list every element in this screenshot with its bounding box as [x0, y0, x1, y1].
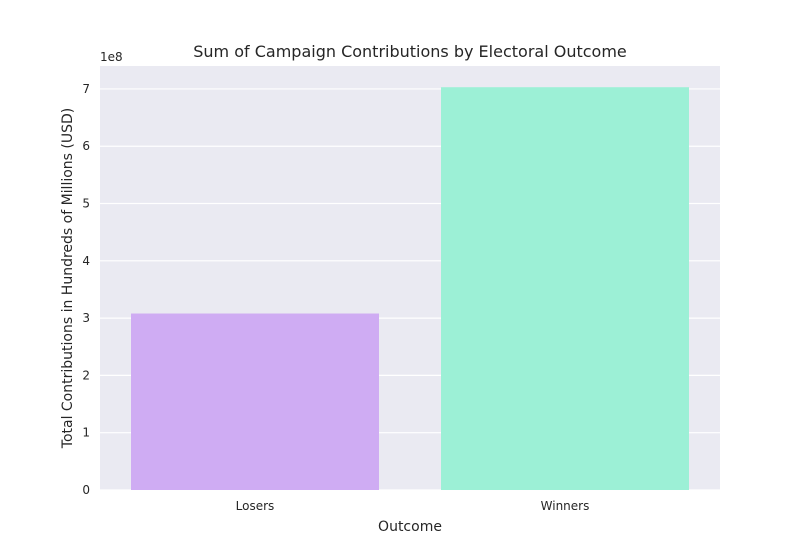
y-tick-label: 5	[82, 197, 90, 211]
x-axis-ticks: Losers Winners	[236, 499, 590, 513]
y-tick-label: 3	[82, 311, 90, 325]
x-tick-label: Winners	[541, 499, 590, 513]
bar-losers	[131, 313, 379, 490]
y-tick-label: 0	[82, 483, 90, 497]
y-axis-offset-label: 1e8	[100, 50, 123, 64]
y-tick-label: 7	[82, 82, 90, 96]
bar-winners	[441, 87, 689, 490]
y-tick-label: 2	[82, 368, 90, 382]
y-axis-label: Total Contributions in Hundreds of Milli…	[60, 108, 76, 449]
chart-title: Sum of Campaign Contributions by Elector…	[193, 42, 627, 61]
y-tick-label: 4	[82, 254, 90, 268]
y-axis-ticks: 0 1 2 3 4 5 6 7	[82, 82, 90, 497]
x-axis-label: Outcome	[378, 519, 442, 535]
bars	[131, 87, 689, 490]
y-tick-label: 6	[82, 139, 90, 153]
y-tick-label: 1	[82, 426, 90, 440]
x-tick-label: Losers	[236, 499, 275, 513]
